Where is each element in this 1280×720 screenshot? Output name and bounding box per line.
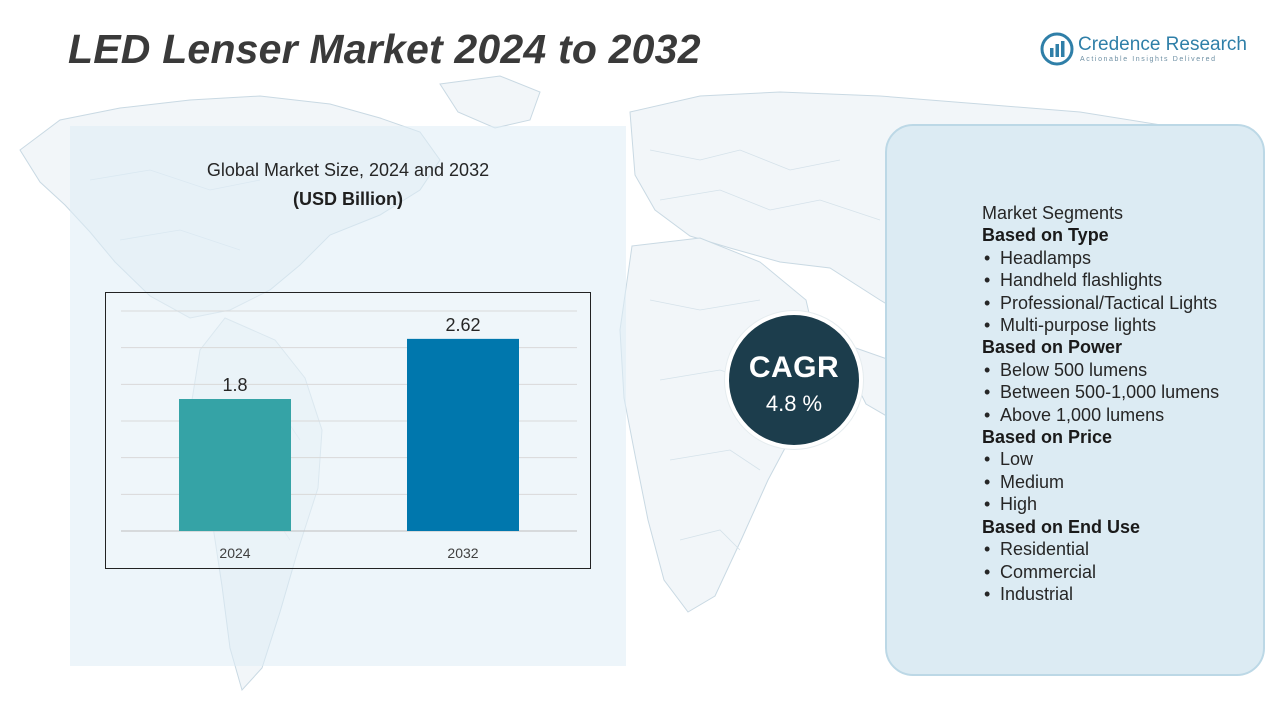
bar-2024	[179, 399, 291, 531]
cagr-badge: CAGR 4.8 %	[695, 290, 895, 470]
segment-item: Between 500-1,000 lumens	[982, 381, 1262, 404]
segments-list: Market Segments Based on TypeHeadlampsHa…	[982, 202, 1262, 606]
segment-item: Professional/Tactical Lights	[982, 292, 1262, 315]
x-tick-label-2024: 2024	[219, 545, 250, 561]
segment-item: High	[982, 493, 1262, 516]
segment-group-title: Based on End Use	[982, 516, 1141, 537]
x-tick-label-2032: 2032	[447, 545, 478, 561]
cagr-value: 4.8 %	[765, 391, 823, 416]
credence-logo: Credence Research Actionable Insights De…	[1040, 32, 1260, 72]
segment-item: Headlamps	[982, 247, 1262, 270]
chart-title: Global Market Size, 2024 and 2032	[206, 160, 490, 180]
segment-item: Medium	[982, 471, 1262, 494]
credence-logo-icon	[1040, 32, 1074, 66]
segments-panel: Market Segments Based on TypeHeadlampsHa…	[885, 124, 1265, 676]
segment-item: Low	[982, 448, 1262, 471]
segment-group-title: Based on Price	[982, 427, 1113, 448]
page-title: LED Lenser Market 2024 to 2032	[68, 26, 701, 72]
segment-item: Residential	[982, 538, 1262, 561]
cagr-circle: CAGR 4.8 %	[725, 311, 863, 449]
segment-item: Commercial	[982, 561, 1262, 584]
segments-heading: Market Segments	[982, 203, 1124, 223]
segment-item: Below 500 lumens	[982, 359, 1262, 382]
segment-item: Above 1,000 lumens	[982, 404, 1262, 427]
cagr-label: CAGR	[748, 351, 840, 384]
bar-chart-frame: 1.8 2024 2.62 2032	[105, 292, 591, 569]
data-label-2024: 1.8	[222, 375, 247, 395]
segment-item: Industrial	[982, 583, 1262, 606]
chart-panel: Global Market Size, 2024 and 2032 (USD B…	[70, 126, 626, 666]
segment-item: Handheld flashlights	[982, 269, 1262, 292]
segment-group-title: Based on Power	[982, 337, 1123, 358]
logo-tagline: Actionable Insights Delivered	[1080, 56, 1217, 63]
segment-item: Multi-purpose lights	[982, 314, 1262, 337]
data-label-2032: 2.62	[445, 315, 480, 335]
logo-name: Credence Research	[1078, 34, 1247, 55]
segment-group-title: Based on Type	[982, 225, 1109, 246]
bar-2032	[407, 338, 519, 531]
bar-chart: 1.8 2024 2.62 2032	[121, 310, 577, 561]
chart-unit: (USD Billion)	[293, 189, 403, 209]
